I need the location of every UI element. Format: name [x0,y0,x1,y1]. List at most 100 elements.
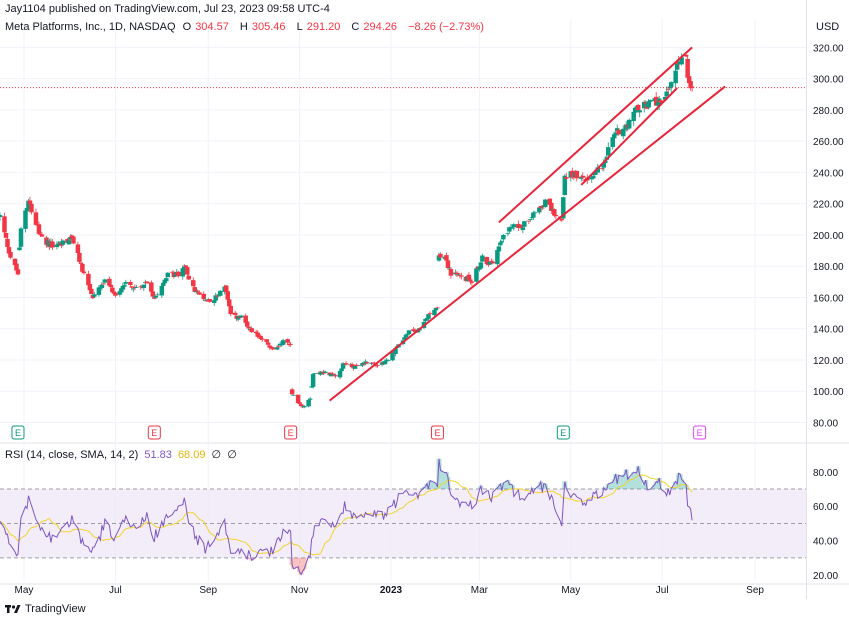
candle-body [510,227,515,229]
candle-body [610,137,615,147]
candle-body [255,332,260,337]
footer: TradingView [5,603,86,615]
rsi-value: 51.83 [144,449,172,461]
candle-body [3,233,9,238]
trendline-channel-upper [498,46,693,224]
candle-body [364,362,370,364]
candle-body [60,240,66,245]
candle-body [653,96,659,106]
candle-body [213,295,218,301]
trendline-channel-lower [580,87,678,186]
candle-body [33,212,39,225]
candle-body [448,269,454,276]
candle-body [426,314,431,319]
candle-body [478,262,484,269]
candle-body [620,128,626,137]
candle-body [192,287,198,292]
candles [0,52,695,409]
candle-body [170,271,175,273]
candle-body [337,371,343,378]
candle-body [352,365,358,369]
candle-body [89,288,94,295]
candle-body [71,236,76,244]
candle-body [646,101,651,108]
earnings-marker-icon [693,425,707,440]
footer-brand: TradingView [25,603,86,615]
candle-body [298,404,304,407]
candle-body [358,365,364,367]
candle-body [561,197,566,219]
time-tick-label: Jul [656,585,669,596]
candle-body [333,375,338,377]
candle-body [39,234,45,237]
candle-body [318,372,323,375]
high-value: 305.46 [251,21,286,33]
high-label: H [239,21,248,33]
candle-body [466,274,472,280]
candle-body [605,147,611,156]
candle-body [673,70,678,84]
candle-body [128,281,133,286]
candle-body [38,233,43,235]
candle-body [459,275,464,277]
tradingview-logo-icon [5,605,21,613]
candle-body [149,282,154,292]
price-tick-label: 200.00 [813,231,844,242]
candle-body [331,374,337,376]
candle-body [438,253,443,258]
candle-body [232,312,238,315]
candle-body [665,88,671,90]
candle-body [529,217,535,219]
earnings-marker-icon [147,425,161,440]
candle-body [285,339,290,343]
candle-body [595,167,601,173]
candle-body [432,309,437,316]
candle-body [307,398,313,400]
candle-body [249,328,254,333]
candle-body [405,333,410,335]
candle-body [683,55,689,57]
candle-body [26,200,31,209]
candle-body [274,347,280,350]
rsi-oversold-fill [244,557,307,575]
candle-body [223,285,229,293]
candle-body [150,291,156,297]
candle-body [501,234,506,240]
candle-body [291,394,296,396]
time-tick-label: 2023 [380,585,403,596]
time-tick-label: May [561,585,580,596]
candle-body [15,269,21,275]
candle-body [406,330,412,335]
candle-body [522,221,527,227]
candle-body [592,171,598,176]
symbol-name: Meta Platforms, Inc., 1D, NASDAQ [5,21,176,33]
candle-body [217,290,223,296]
candle-body [180,268,186,277]
candle-body [507,227,512,232]
candle-body [631,111,636,121]
candle-body [685,58,690,78]
candle-body [310,374,316,387]
candle-body [194,291,199,293]
candle-body [6,247,12,254]
candle-body [579,176,584,179]
candle-body [495,250,500,265]
candle-body [580,175,586,178]
candle-body [679,57,684,65]
rsi-tick-label: 20.00 [813,571,838,582]
candle-body [626,119,632,129]
candle-body [195,290,201,292]
rsi-sma-value: 68.09 [177,449,206,461]
price-tick-label: 320.00 [813,43,844,54]
candle-body [5,238,10,247]
candle-body [528,219,533,220]
symbol-legend: Meta Platforms, Inc., 1D, NASDAQ O 304.57… [5,21,488,33]
candle-body [161,282,166,286]
candle-body [330,373,335,375]
candle-body [613,132,618,136]
candle-body [270,347,275,350]
candle-body [498,242,503,245]
candle-body [447,268,452,270]
candle-body [56,243,61,246]
